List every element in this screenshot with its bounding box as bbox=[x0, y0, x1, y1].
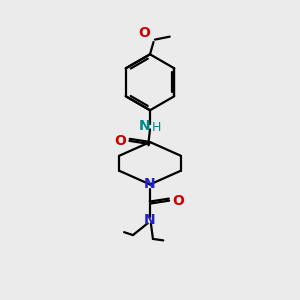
Text: N: N bbox=[144, 213, 156, 227]
Text: H: H bbox=[152, 122, 161, 134]
Text: O: O bbox=[114, 134, 126, 148]
Text: N: N bbox=[139, 118, 151, 133]
Text: O: O bbox=[173, 194, 184, 208]
Text: N: N bbox=[144, 177, 156, 191]
Text: O: O bbox=[138, 26, 150, 40]
